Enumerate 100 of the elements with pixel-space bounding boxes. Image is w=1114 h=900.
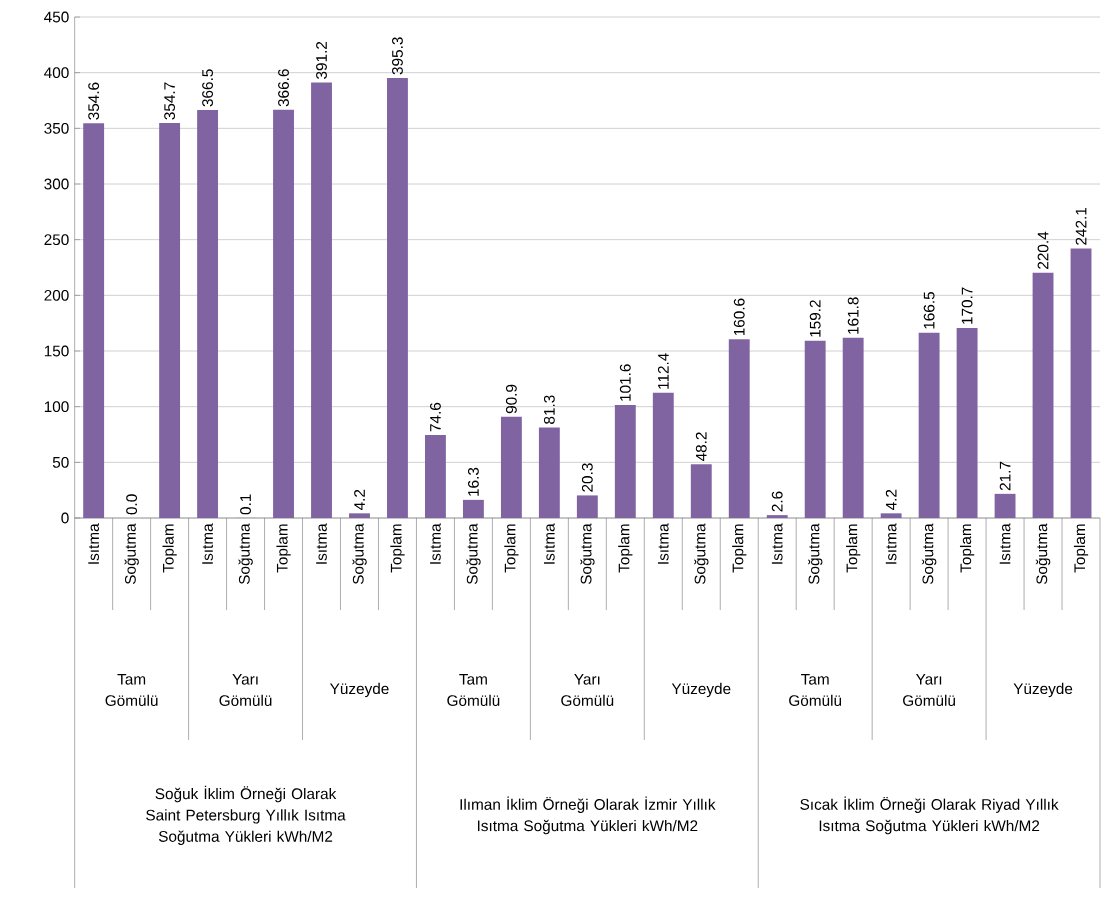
bar — [424, 434, 446, 519]
text: Yüzeyde — [1013, 682, 1073, 698]
data-label: 366.6 — [278, 69, 289, 107]
data-label: 16.3 — [467, 467, 479, 496]
x-tick-label: Soğutma — [807, 523, 823, 585]
x-tick-label: Isıtma — [885, 523, 897, 564]
text: Yüzeyde — [671, 682, 731, 698]
bar — [956, 327, 978, 519]
x-tick-label: Isıtma — [544, 523, 555, 564]
y-tick-label: 150 — [44, 345, 69, 357]
bar — [538, 427, 560, 519]
bar — [159, 123, 181, 519]
bar — [690, 464, 712, 519]
x-tick-label: Toplam — [1073, 524, 1089, 573]
y-tick-label: 200 — [44, 289, 69, 301]
text: Yarı Gömülü — [219, 674, 272, 707]
bar — [1070, 248, 1092, 519]
data-label: 81.3 — [543, 395, 555, 424]
bar — [994, 493, 1016, 519]
x-tick-label: Soğutma — [921, 523, 937, 585]
data-label: 112.4 — [657, 353, 669, 389]
data-label: 391.2 — [316, 41, 327, 79]
bar — [387, 77, 408, 519]
x-tick-label: Isıtma — [316, 523, 327, 564]
x-tick-label: Soğutma — [352, 523, 367, 585]
data-label: 4.2 — [885, 489, 897, 511]
x-tick-label: Isıtma — [999, 523, 1011, 564]
data-label: 354.6 — [88, 82, 100, 120]
y-tick-label: 250 — [44, 234, 69, 246]
bar — [804, 340, 826, 519]
bar — [918, 332, 940, 519]
text: Yarı Gömülü — [903, 674, 955, 707]
y-tick-label: 350 — [44, 122, 69, 134]
text: Ilıman İklim Örneği Olarak İzmir Yıllık Isıtma Soğutma Yükleri kWh/M2 — [460, 796, 716, 835]
y-tick-label: 0 — [61, 512, 69, 524]
x-tick-label: Isıtma — [771, 523, 783, 564]
data-label: 90.9 — [505, 384, 517, 414]
bar — [728, 339, 750, 519]
data-label: 0.0 — [126, 494, 138, 515]
data-label: 166.5 — [923, 291, 935, 329]
data-label: 21.7 — [999, 461, 1011, 491]
text: Tam Gömülü — [789, 674, 842, 707]
bar — [197, 109, 219, 519]
data-label: 4.2 — [354, 489, 365, 511]
y-tick-label: 450 — [44, 11, 69, 23]
x-tick-label: Toplam — [504, 524, 519, 573]
data-label: 0.1 — [240, 494, 251, 515]
bar — [311, 82, 332, 519]
text: Tam Gömülü — [105, 674, 158, 707]
x-tick-label: Soğutma — [466, 523, 481, 585]
data-label: 170.7 — [961, 287, 973, 324]
bar — [500, 416, 522, 519]
data-label: 242.1 — [1075, 207, 1087, 245]
bar — [576, 495, 598, 519]
x-tick-label: Soğutma — [1035, 523, 1051, 585]
text: Sıcak İklim Örneği Olarak Riyad Yıllık Isıtma Soğutma Yükleri kWh/M2 — [800, 796, 1059, 835]
bar — [766, 515, 788, 519]
data-label: 159.2 — [809, 300, 821, 337]
x-tick-label: Toplam — [618, 524, 633, 573]
data-label: 74.6 — [430, 402, 441, 432]
data-label: 366.5 — [202, 69, 214, 107]
x-tick-label: Soğutma — [238, 523, 253, 585]
bar — [83, 123, 105, 519]
x-tick-label: Toplam — [390, 524, 405, 573]
x-tick-label: Soğutma — [124, 523, 139, 585]
x-tick-label: Isıtma — [202, 523, 213, 564]
data-label: 160.6 — [733, 298, 745, 336]
data-label: 101.6 — [619, 364, 631, 401]
x-tick-label: Toplam — [276, 524, 291, 573]
data-label: 220.4 — [1037, 231, 1049, 269]
text: Yüzeyde — [329, 682, 389, 698]
y-tick-label: 100 — [44, 401, 69, 413]
bar — [273, 109, 294, 519]
x-tick-label: Toplam — [959, 524, 975, 573]
y-tick-label: 50 — [52, 456, 69, 468]
text: Tam Gömülü — [447, 674, 500, 707]
x-tick-label: Soğutma — [580, 523, 595, 585]
data-label: 395.3 — [392, 37, 403, 75]
bar — [349, 513, 370, 519]
x-tick-label: Isıtma — [657, 523, 669, 564]
y-tick-label: 400 — [44, 67, 69, 79]
text: Yarı Gömülü — [561, 674, 614, 707]
x-tick-label: Soğutma — [694, 523, 709, 585]
bar — [1032, 272, 1054, 519]
bar — [842, 337, 864, 519]
text: Soğuk İklim Örneği Olarak Saint Petersburg Yıllık Isıtma Soğutma Yükleri kWh/M2 — [146, 785, 346, 845]
y-tick-label: 300 — [44, 178, 69, 190]
data-label: 354.7 — [164, 82, 176, 120]
bar — [614, 404, 636, 519]
x-tick-label: Isıtma — [88, 523, 99, 564]
x-tick-label: Toplam — [846, 524, 861, 573]
bar — [880, 513, 902, 519]
data-label: 20.3 — [581, 463, 593, 492]
x-tick-label: Toplam — [162, 524, 177, 573]
data-label: 2.6 — [771, 491, 783, 512]
bar — [462, 499, 484, 519]
bar — [652, 392, 674, 519]
x-tick-label: Isıtma — [430, 523, 441, 564]
data-label: 48.2 — [695, 432, 707, 462]
data-label: 161.8 — [847, 297, 859, 334]
